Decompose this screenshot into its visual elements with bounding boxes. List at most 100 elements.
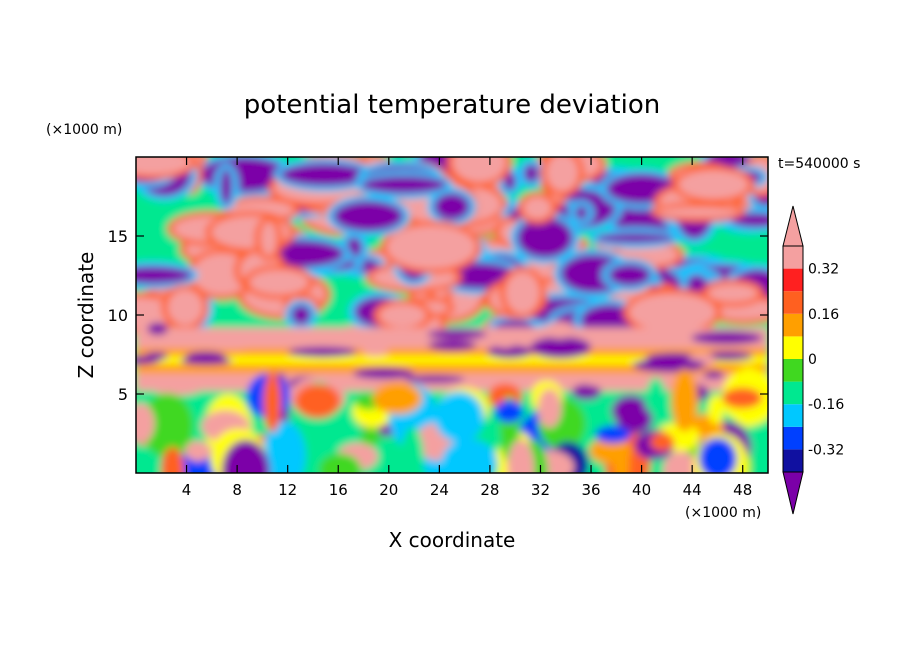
band-edge-patch [147, 322, 168, 336]
colorbar-tick-label: 0.16 [808, 307, 839, 323]
y-axis: 5 10 15 [108, 227, 768, 404]
y-axis-label: Z coordinate [74, 252, 98, 379]
field-patch [433, 192, 471, 221]
colorbar-min-arrow [782, 471, 804, 515]
field-patch [505, 271, 540, 315]
band-edge-patch [702, 351, 753, 361]
field-patch [523, 196, 552, 220]
field-patch [628, 293, 716, 331]
convective-cell [294, 383, 341, 419]
colorbar-bin [783, 246, 803, 269]
stable-band-core [136, 356, 768, 364]
field-patch [516, 216, 574, 259]
colorbar-tick-label: -0.32 [808, 442, 844, 458]
band-edge-patch [339, 325, 367, 343]
band-edge-patch [487, 345, 533, 359]
field-patch [136, 266, 193, 285]
x-tick-label: 48 [733, 481, 752, 499]
convective-cell [360, 427, 382, 446]
convective-cell [136, 403, 155, 444]
x-tick-label: 8 [232, 481, 242, 499]
band-edge-patch [543, 321, 576, 339]
colorbar-max-arrow [782, 205, 804, 247]
band-edge-patch [361, 338, 390, 357]
band-edge-patch [703, 370, 724, 379]
band-edge-patch [152, 380, 203, 396]
colorbar-frame [782, 245, 804, 473]
band-edge-patch [632, 358, 706, 373]
band-edge-patch [427, 340, 477, 351]
field-patch [452, 157, 506, 183]
convective-cell [594, 425, 632, 444]
field-patch [290, 304, 312, 325]
convective-cell [318, 453, 362, 473]
convective-cell [141, 393, 194, 458]
band-edge-patch [491, 329, 519, 349]
x-tick-label: 32 [531, 481, 550, 499]
x-tick-label: 16 [329, 481, 348, 499]
convective-cell [373, 382, 423, 415]
convective-cell [698, 437, 737, 473]
heatmap-field [136, 157, 768, 473]
time-label: t=540000 s [778, 156, 860, 172]
field-patch [678, 170, 749, 200]
field-patch [503, 171, 517, 191]
colorbar-bin [783, 313, 803, 337]
convective-cell [707, 394, 724, 425]
band-edge-patch [180, 356, 232, 365]
field-patch [523, 163, 539, 183]
y-unit-label: (×1000 m) [46, 122, 122, 138]
x-tick-label: 44 [683, 481, 702, 499]
convective-cell [507, 439, 535, 473]
convective-cell [161, 446, 185, 473]
convective-cell [650, 432, 675, 452]
field-blobs [136, 157, 768, 473]
y-tick-label: 5 [118, 385, 128, 404]
field-patch [280, 162, 370, 187]
convective-cell [615, 404, 653, 434]
field-patch [167, 289, 204, 326]
field-patch [574, 205, 588, 221]
colorbar-bin [783, 449, 803, 472]
y-tick-label: 10 [108, 306, 128, 325]
field-patch [249, 269, 309, 295]
convective-cell [263, 372, 282, 433]
x-tick-label: 40 [632, 481, 651, 499]
band-edge-patch [353, 367, 414, 379]
field-patch [219, 168, 233, 206]
field-patch [260, 221, 277, 257]
colorbar-bin [783, 336, 803, 359]
field-patch [546, 157, 579, 192]
x-tick-label: 20 [379, 481, 398, 499]
x-tick-label: 12 [278, 481, 297, 499]
band-edge-patch [427, 329, 487, 340]
colorbar-tick-label: 0.32 [808, 262, 839, 278]
convective-cell [612, 437, 630, 473]
convective-cell [722, 387, 763, 409]
x-axis-label: X coordinate [389, 528, 516, 552]
colorbar-tick-label: 0 [808, 352, 817, 368]
colorbar-tick-label: -0.16 [808, 397, 844, 413]
convective-cell [441, 439, 498, 473]
band-edge-patch [192, 328, 267, 350]
x-tick-label: 28 [480, 481, 499, 499]
convective-cell [537, 388, 562, 428]
convective-cell [494, 400, 524, 423]
band-edge-patch [288, 346, 358, 358]
colorbar-bin [783, 426, 803, 450]
convective-cell [221, 439, 270, 473]
field-patch [595, 232, 675, 244]
band-edge-patch [584, 376, 619, 387]
field-patch [136, 157, 191, 175]
convective-cell [262, 421, 306, 473]
convective-cell [434, 391, 485, 443]
colorbar: -0.32 -0.16 0 0.16 0.32 [782, 205, 844, 515]
field-patch [332, 200, 404, 232]
colorbar-bin [783, 381, 803, 405]
band-edge-patch [530, 336, 592, 359]
colorbar-bin [783, 291, 803, 314]
x-tick-label: 24 [430, 481, 449, 499]
x-tick-label: 36 [581, 481, 600, 499]
x-tick-label: 4 [182, 481, 192, 499]
